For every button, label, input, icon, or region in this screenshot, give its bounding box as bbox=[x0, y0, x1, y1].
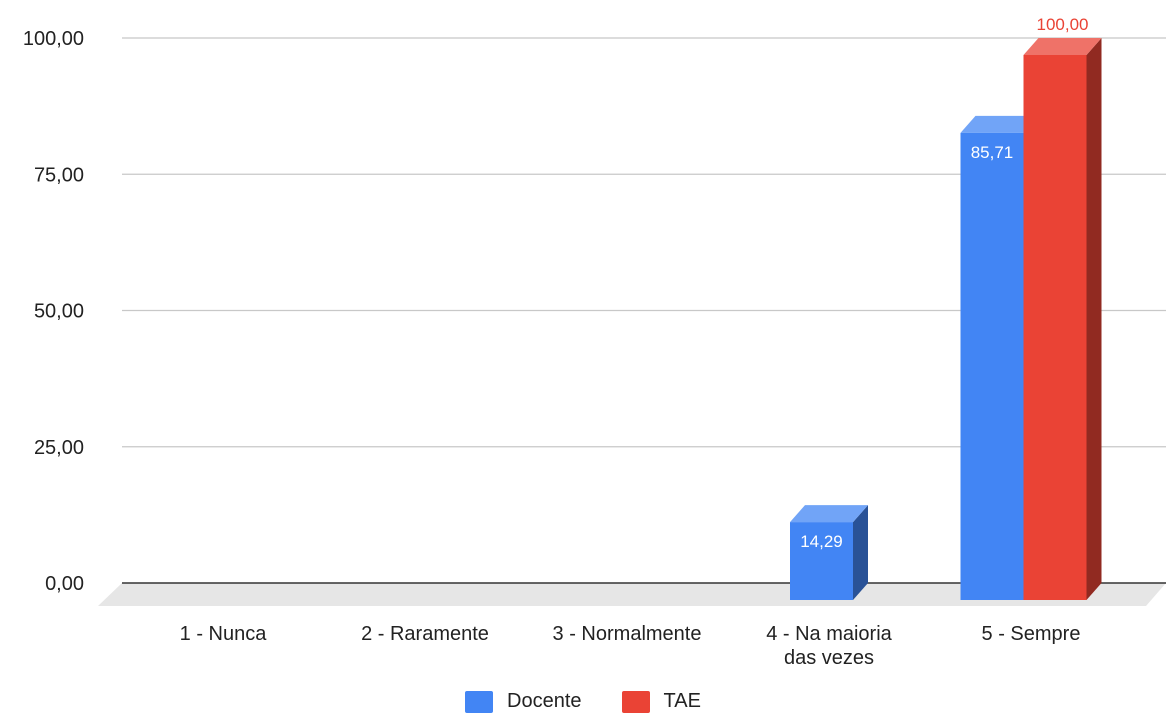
x-axis-categories: 1 - Nunca 2 - Raramente 3 - Normalmente 4 -… bbox=[180, 623, 1081, 669]
bar-tae-5: 100,00 bbox=[1023, 15, 1102, 600]
data-label: 100,00 bbox=[1037, 15, 1089, 34]
floor-plane bbox=[98, 583, 1166, 606]
bar-side bbox=[1086, 38, 1102, 600]
legend-label-docente: Docente bbox=[507, 690, 582, 712]
legend-swatch-tae bbox=[621, 690, 650, 713]
y-axis-ticks: 0,00 25,00 50,00 75,00 100,00 bbox=[23, 28, 84, 595]
x-category-label: 2 - Raramente bbox=[361, 623, 489, 645]
bar-front bbox=[960, 132, 1024, 600]
x-category-label: 3 - Normalmente bbox=[553, 623, 702, 645]
bars: 14,29 85,71 100,00 bbox=[790, 15, 1102, 601]
bar-top bbox=[960, 115, 1039, 133]
y-tick-label: 0,00 bbox=[45, 573, 84, 595]
x-category-label: das vezes bbox=[784, 647, 874, 669]
bar-docente-4: 14,29 bbox=[790, 505, 868, 600]
bar-front bbox=[790, 522, 853, 600]
legend-item-tae[interactable]: TAE bbox=[621, 690, 701, 713]
y-tick-label: 50,00 bbox=[34, 301, 84, 323]
data-label: 85,71 bbox=[971, 143, 1014, 162]
x-category-label: 4 - Na maioria bbox=[766, 623, 892, 645]
legend-item-docente[interactable]: Docente bbox=[465, 690, 582, 713]
bar-front bbox=[1023, 55, 1087, 600]
y-tick-label: 75,00 bbox=[34, 164, 84, 186]
bar-side bbox=[853, 505, 868, 600]
legend: Docente TAE bbox=[0, 690, 1166, 713]
chart-area: 0,00 25,00 50,00 75,00 100,00 14,29 85,71 100,… bbox=[23, 15, 1166, 669]
chart-floor bbox=[98, 583, 1166, 606]
data-label: 14,29 bbox=[800, 532, 843, 551]
y-tick-label: 25,00 bbox=[34, 437, 84, 459]
legend-swatch-docente bbox=[465, 690, 494, 713]
x-category-label: 5 - Sempre bbox=[982, 623, 1081, 645]
bar-top bbox=[1023, 38, 1102, 55]
bar-top bbox=[790, 505, 868, 523]
legend-label-tae: TAE bbox=[663, 690, 701, 712]
y-tick-label: 100,00 bbox=[23, 28, 84, 50]
x-category-label: 1 - Nunca bbox=[180, 623, 268, 645]
